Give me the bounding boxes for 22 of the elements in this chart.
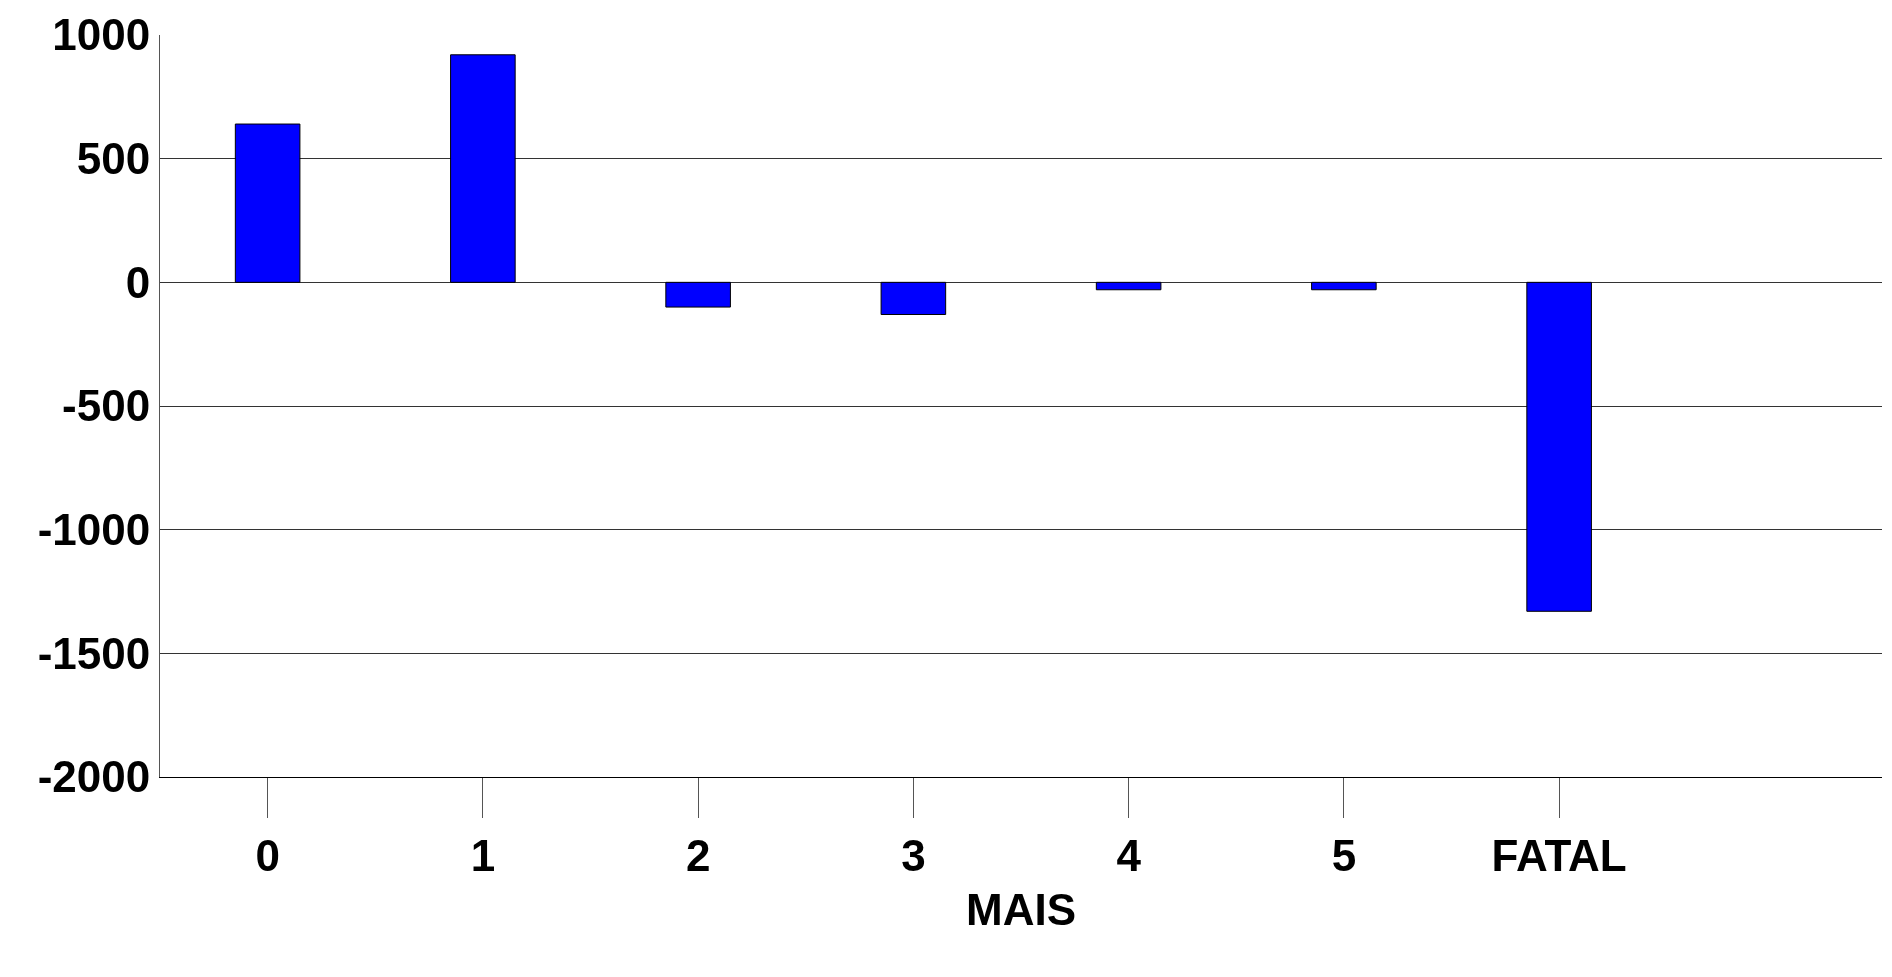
x-tick-label: FATAL: [1491, 830, 1627, 880]
y-tick-label: -500: [62, 381, 151, 431]
y-tick-label: 0: [125, 257, 151, 307]
bar: [665, 281, 731, 308]
x-tick-label: 0: [255, 830, 280, 880]
bar: [1526, 281, 1592, 612]
x-axis-title: MAIS: [966, 885, 1076, 935]
bar: [880, 281, 947, 315]
y-tick-label: 1000: [52, 10, 151, 60]
x-tick-label: 3: [901, 830, 926, 880]
x-tick-label: 1: [470, 830, 496, 880]
x-tick-label: 4: [1116, 830, 1142, 880]
y-tick-label: -2000: [37, 752, 151, 802]
y-tick-label: -1000: [37, 505, 151, 555]
bar: [1311, 281, 1377, 291]
y-tick-label: -1500: [37, 628, 151, 678]
y-tick-label: 500: [76, 134, 151, 184]
bar: [1095, 281, 1162, 291]
bar: [450, 54, 516, 283]
bar: [234, 123, 301, 283]
x-tick-label: 5: [1331, 830, 1357, 880]
x-tick-label: 2: [685, 830, 711, 880]
